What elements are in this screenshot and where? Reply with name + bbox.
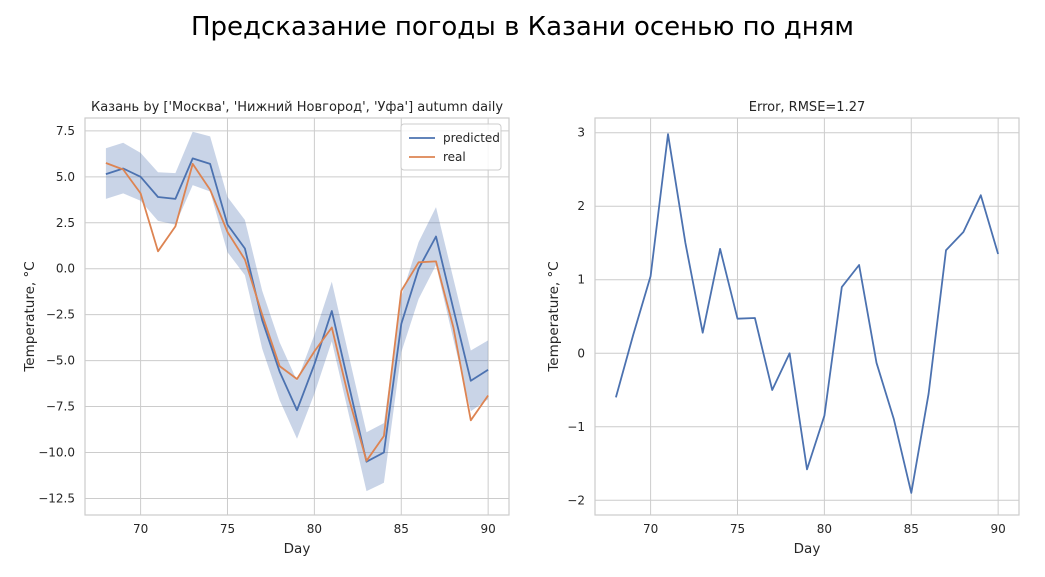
panel-title: Error, RMSE=1.27 <box>749 100 866 115</box>
x-tick-label: 70 <box>643 522 658 536</box>
legend-label-real: real <box>443 150 466 164</box>
series-line-error <box>615 133 999 494</box>
x-tick-label: 70 <box>133 522 148 536</box>
panel-title: Казань by ['Москва', 'Нижний Новгород', … <box>91 100 503 115</box>
y-tick-label: 2 <box>577 199 585 213</box>
series-line-real <box>105 162 489 462</box>
y-tick-label: 1 <box>577 273 585 287</box>
plot-frame <box>84 117 510 516</box>
x-tick-label: 85 <box>904 522 919 536</box>
legend-label-predicted: predicted <box>443 131 500 145</box>
series-line-predicted <box>105 157 489 463</box>
x-tick-label: 90 <box>991 522 1006 536</box>
y-tick-label: −7.5 <box>46 400 75 414</box>
y-tick-label: 0.0 <box>56 262 75 276</box>
y-tick-label: 7.5 <box>56 124 75 138</box>
y-tick-label: 5.0 <box>56 170 75 184</box>
y-tick-label: −5.0 <box>46 354 75 368</box>
x-tick-label: 85 <box>394 522 409 536</box>
panel-2: 70 75 80 85 90 3 2 1 0 −1 −2 Error, RMSE=1.27 Day Tem… <box>546 100 1020 557</box>
y-tick-label: 2.5 <box>56 216 75 230</box>
x-axis-label: Day <box>284 541 311 557</box>
y-tick-label: 0 <box>577 346 585 360</box>
panel-1: 70 75 80 85 90 7.5 5.0 2.5 0.0 −2.5 −5.0 −7.5 −10.0 −… <box>22 100 510 557</box>
legend: predicted real <box>400 123 502 171</box>
y-tick-label: −12.5 <box>38 491 75 505</box>
x-tick-label: 75 <box>220 522 235 536</box>
y-axis-label: Temperature, °C <box>546 261 562 372</box>
plot-area <box>615 133 999 494</box>
x-tick-label: 80 <box>817 522 832 536</box>
y-tick-label: −10.0 <box>38 446 75 460</box>
x-tick-label: 80 <box>307 522 322 536</box>
y-tick-label: −1 <box>567 420 585 434</box>
figure-title: Предсказание погоды в Казани осенью по д… <box>190 12 855 42</box>
confidence-band <box>105 131 489 492</box>
x-tick-label: 90 <box>481 522 496 536</box>
y-axis-label: Temperature, °C <box>22 261 38 372</box>
legend-box <box>400 123 502 171</box>
plot-area <box>105 131 489 492</box>
y-tick-label: −2 <box>567 493 585 507</box>
x-axis-label: Day <box>794 541 821 557</box>
x-tick-label: 75 <box>730 522 745 536</box>
y-tick-label: −2.5 <box>46 308 75 322</box>
plot-frame <box>594 117 1020 516</box>
y-tick-label: 3 <box>577 126 585 140</box>
